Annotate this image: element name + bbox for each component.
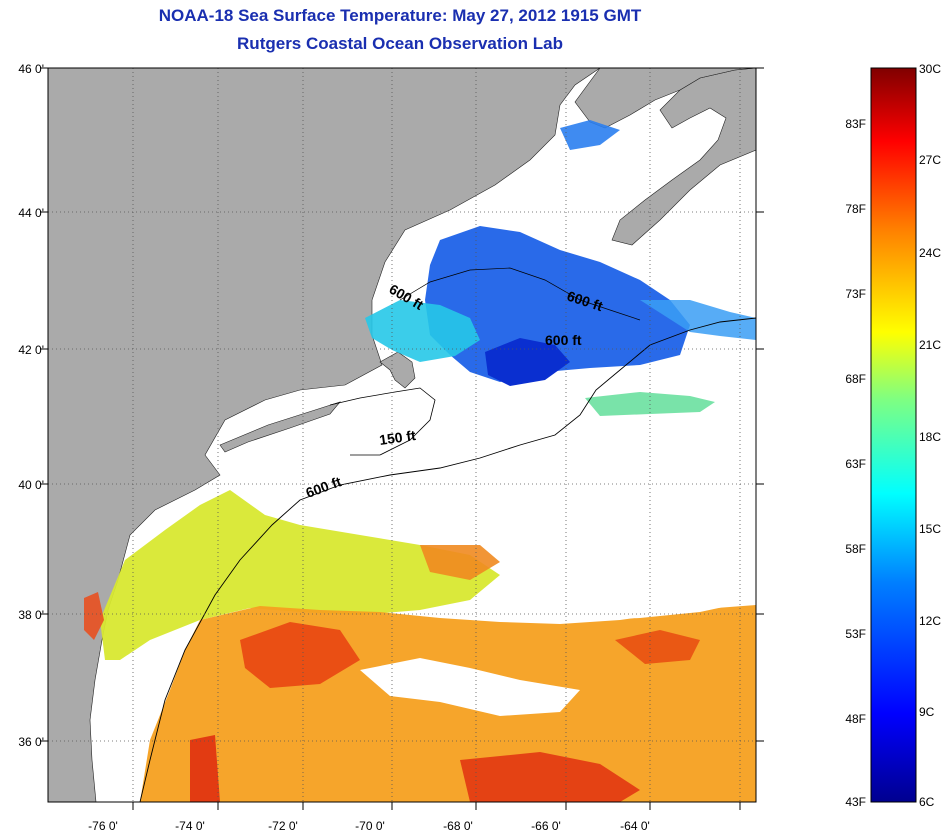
colorbar-c-label-21: 21C bbox=[919, 338, 941, 352]
colorbar-f-label-63: 63F bbox=[845, 457, 866, 471]
colorbar-c-label-18: 18C bbox=[919, 430, 941, 444]
colorbar bbox=[870, 67, 917, 803]
map-subtitle: Rutgers Coastal Ocean Observation Lab bbox=[237, 34, 563, 53]
colorbar-f-label-83: 83F bbox=[845, 117, 866, 131]
colorbar-c-label-15: 15C bbox=[919, 522, 941, 536]
sst-warm-red-core-4 bbox=[190, 735, 220, 802]
lat-label-38: 38 0' bbox=[18, 608, 44, 622]
colorbar-f-label-48: 48F bbox=[845, 712, 866, 726]
lat-label-36: 36 0' bbox=[18, 735, 44, 749]
contour-line-outer bbox=[139, 317, 756, 802]
colorbar-f-label-58: 58F bbox=[845, 542, 866, 556]
lat-label-40: 40 0' bbox=[18, 478, 44, 492]
sst-shelf-yellow bbox=[100, 490, 500, 660]
colorbar-c-label-27: 27C bbox=[919, 153, 941, 167]
colorbar-f-label-68: 68F bbox=[845, 372, 866, 386]
sst-warm-red-core-1 bbox=[240, 622, 360, 688]
sst-gulf-of-maine bbox=[425, 226, 690, 382]
lon-label-64: -64 0' bbox=[620, 819, 650, 833]
map-title: NOAA-18 Sea Surface Temperature: May 27,… bbox=[158, 6, 642, 25]
map-frame bbox=[47, 67, 757, 803]
lat-label-42: 42 0' bbox=[18, 343, 44, 357]
cloud-gap-3 bbox=[580, 574, 756, 620]
lon-label-72: -72 0' bbox=[268, 819, 298, 833]
sst-northern-orange-patch bbox=[420, 545, 500, 580]
colorbar-c-label-30: 30C bbox=[919, 62, 941, 76]
sst-chesapeake-red bbox=[84, 592, 104, 640]
contour-line-gulf bbox=[399, 267, 641, 321]
sst-northeast-blue bbox=[560, 120, 620, 150]
colorbar-f-label-43: 43F bbox=[845, 795, 866, 809]
latitude-ticks bbox=[40, 67, 764, 742]
colorbar-c-label-9: 9C bbox=[919, 705, 935, 719]
colorbar-f-label-53: 53F bbox=[845, 627, 866, 641]
lon-label-70: -70 0' bbox=[355, 819, 385, 833]
longitude-ticks bbox=[132, 802, 741, 810]
colorbar-f-label-73: 73F bbox=[845, 287, 866, 301]
colorbar-c-label-12: 12C bbox=[919, 614, 941, 628]
sst-scotian-shelf bbox=[640, 300, 756, 340]
lat-label-44: 44 0' bbox=[18, 206, 44, 220]
land-nova-scotia bbox=[611, 68, 756, 246]
depth-label-150: 150 ft bbox=[378, 427, 417, 448]
lon-label-74: -74 0' bbox=[175, 819, 205, 833]
contour-line-inner bbox=[329, 387, 436, 456]
colorbar-c-label-24: 24C bbox=[919, 246, 941, 260]
colorbar-f-label-78: 78F bbox=[845, 202, 866, 216]
cloud-gap-2 bbox=[98, 660, 160, 802]
lon-label-76: -76 0' bbox=[88, 819, 118, 833]
land-bay-of-fundy-shore bbox=[574, 68, 756, 129]
sst-warm-red-core-2 bbox=[460, 752, 640, 802]
depth-label-600-georges: 600 ft bbox=[545, 332, 582, 348]
lon-label-68: -68 0' bbox=[443, 819, 473, 833]
land-mainland bbox=[48, 68, 601, 802]
lat-label-46: 46 0' bbox=[18, 62, 44, 76]
cloud-gap-1 bbox=[360, 658, 580, 716]
land-cape-cod bbox=[379, 351, 416, 389]
sst-warm-red-core-3 bbox=[615, 630, 700, 664]
land-long-island bbox=[219, 401, 341, 453]
lon-label-66: -66 0' bbox=[531, 819, 561, 833]
colorbar-c-label-6: 6C bbox=[919, 795, 935, 809]
sst-coastal-cyan bbox=[365, 300, 480, 362]
sst-georges-bank-deep-blue bbox=[485, 338, 570, 386]
